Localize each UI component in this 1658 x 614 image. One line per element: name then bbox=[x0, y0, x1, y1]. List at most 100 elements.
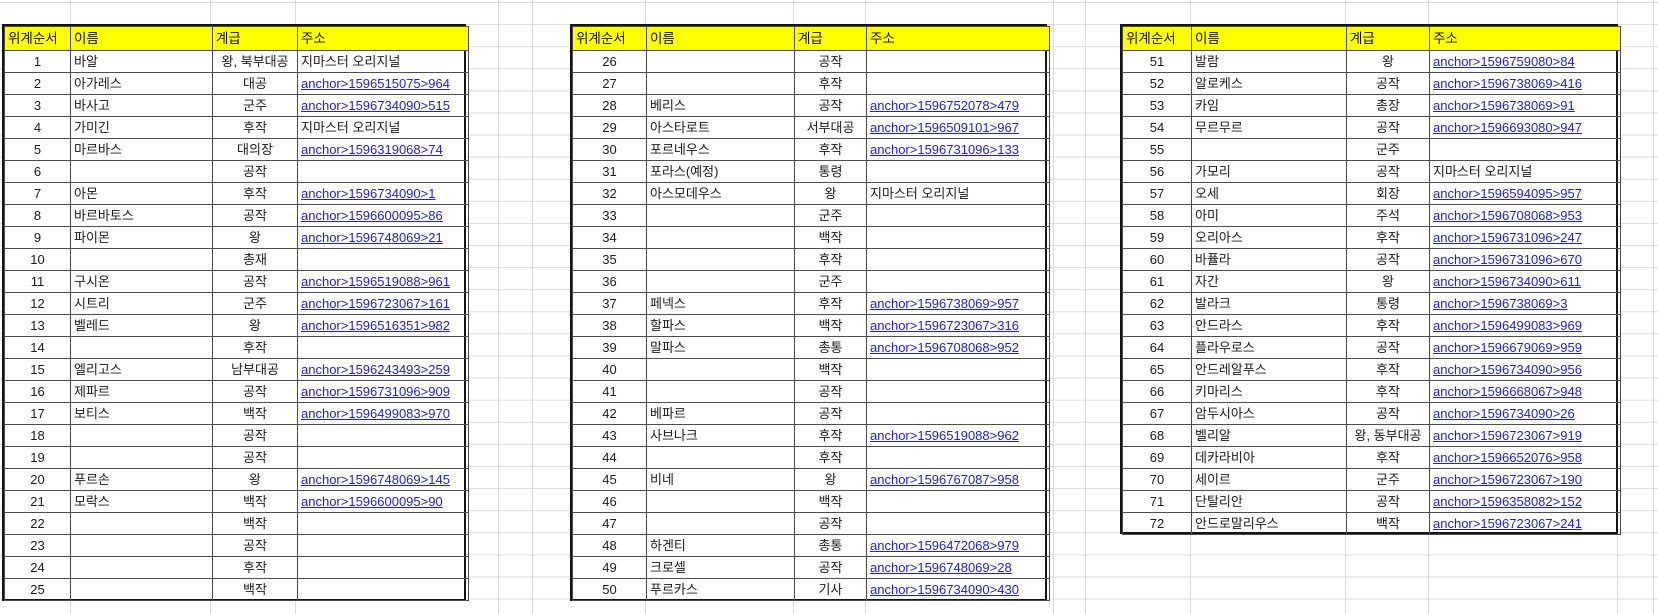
cell-order[interactable]: 43 bbox=[572, 424, 647, 447]
cell-address[interactable]: anchor>1596723067>241 bbox=[1429, 512, 1621, 535]
anchor-link[interactable]: anchor>1596243493>259 bbox=[301, 362, 450, 377]
cell-name[interactable]: 파이몬 bbox=[70, 226, 213, 249]
cell-order[interactable]: 69 bbox=[1122, 446, 1192, 469]
cell-rank[interactable]: 백작 bbox=[212, 512, 298, 535]
cell-name[interactable]: 시트리 bbox=[70, 292, 213, 315]
cell-order[interactable]: 39 bbox=[572, 336, 647, 359]
anchor-link[interactable]: anchor>1596708068>953 bbox=[1433, 208, 1582, 223]
cell-rank[interactable]: 백작 bbox=[794, 490, 867, 513]
cell-address[interactable]: anchor>1596499083>969 bbox=[1429, 314, 1621, 337]
cell-address[interactable]: anchor>1596759080>84 bbox=[1429, 50, 1621, 73]
cell-rank[interactable]: 대의장 bbox=[212, 138, 298, 161]
cell-rank[interactable]: 후작 bbox=[794, 292, 867, 315]
cell-rank[interactable]: 주석 bbox=[1346, 204, 1430, 227]
cell-rank[interactable]: 군주 bbox=[212, 94, 298, 117]
cell-name[interactable]: 포라스(예정) bbox=[646, 160, 795, 183]
cell-name[interactable]: 베파르 bbox=[646, 402, 795, 425]
cell-name[interactable]: 크로셀 bbox=[646, 556, 795, 579]
anchor-link[interactable]: anchor>1596734090>430 bbox=[870, 582, 1019, 597]
col-header-rank[interactable]: 계급 bbox=[1346, 26, 1430, 51]
anchor-link[interactable]: anchor>1596734090>956 bbox=[1433, 362, 1582, 377]
cell-name[interactable]: 데카라비아 bbox=[1191, 446, 1347, 469]
cell-name[interactable] bbox=[70, 556, 213, 579]
cell-address[interactable]: anchor>1596748069>21 bbox=[297, 226, 469, 249]
cell-name[interactable] bbox=[646, 50, 795, 73]
cell-name[interactable]: 하겐티 bbox=[646, 534, 795, 557]
cell-order[interactable]: 27 bbox=[572, 72, 647, 95]
cell-rank[interactable]: 후작 bbox=[794, 138, 867, 161]
cell-address[interactable]: anchor>1596738069>3 bbox=[1429, 292, 1621, 315]
cell-address[interactable]: anchor>1596723067>190 bbox=[1429, 468, 1621, 491]
cell-rank[interactable]: 공작 bbox=[212, 160, 298, 183]
cell-order[interactable]: 58 bbox=[1122, 204, 1192, 227]
anchor-link[interactable]: anchor>1596594095>957 bbox=[1433, 186, 1582, 201]
cell-rank[interactable]: 왕 bbox=[212, 226, 298, 249]
cell-address[interactable]: anchor>1596472068>979 bbox=[866, 534, 1050, 557]
cell-address[interactable]: anchor>1596594095>957 bbox=[1429, 182, 1621, 205]
cell-rank[interactable]: 공작 bbox=[794, 94, 867, 117]
anchor-link[interactable]: anchor>1596748069>28 bbox=[870, 560, 1012, 575]
cell-rank[interactable]: 공작 bbox=[212, 380, 298, 403]
anchor-link[interactable]: anchor>1596519088>961 bbox=[301, 274, 450, 289]
cell-name[interactable]: 안드로말리우스 bbox=[1191, 512, 1347, 535]
cell-name[interactable] bbox=[70, 336, 213, 359]
cell-rank[interactable]: 백작 bbox=[1346, 512, 1430, 535]
cell-name[interactable]: 바퓰라 bbox=[1191, 248, 1347, 271]
cell-address[interactable]: anchor>1596723067>919 bbox=[1429, 424, 1621, 447]
cell-address[interactable]: anchor>1596693080>947 bbox=[1429, 116, 1621, 139]
cell-address[interactable]: anchor>1596734090>611 bbox=[1429, 270, 1621, 293]
cell-rank[interactable]: 군주 bbox=[212, 292, 298, 315]
cell-name[interactable]: 단탈리안 bbox=[1191, 490, 1347, 513]
cell-name[interactable] bbox=[646, 358, 795, 381]
cell-order[interactable]: 63 bbox=[1122, 314, 1192, 337]
cell-address[interactable]: 지마스터 오리지널 bbox=[297, 50, 469, 73]
cell-rank[interactable]: 왕, 동부대공 bbox=[1346, 424, 1430, 447]
cell-address[interactable]: anchor>1596723067>316 bbox=[866, 314, 1050, 337]
cell-address[interactable] bbox=[297, 446, 469, 469]
cell-order[interactable]: 61 bbox=[1122, 270, 1192, 293]
cell-name[interactable]: 엘리고스 bbox=[70, 358, 213, 381]
anchor-link[interactable]: anchor>1596723067>161 bbox=[301, 296, 450, 311]
cell-order[interactable]: 10 bbox=[4, 248, 71, 271]
cell-order[interactable]: 13 bbox=[4, 314, 71, 337]
cell-address[interactable]: anchor>1596738069>416 bbox=[1429, 72, 1621, 95]
cell-rank[interactable]: 군주 bbox=[794, 204, 867, 227]
anchor-link[interactable]: anchor>1596738069>3 bbox=[1433, 296, 1568, 311]
cell-order[interactable]: 45 bbox=[572, 468, 647, 491]
cell-name[interactable]: 안드라스 bbox=[1191, 314, 1347, 337]
cell-rank[interactable]: 왕, 북부대공 bbox=[212, 50, 298, 73]
cell-order[interactable]: 46 bbox=[572, 490, 647, 513]
cell-order[interactable]: 1 bbox=[4, 50, 71, 73]
cell-rank[interactable]: 공작 bbox=[1346, 248, 1430, 271]
cell-name[interactable] bbox=[646, 446, 795, 469]
anchor-link[interactable]: anchor>1596723067>919 bbox=[1433, 428, 1582, 443]
cell-name[interactable]: 바알 bbox=[70, 50, 213, 73]
col-header-order[interactable]: 위계순서 bbox=[572, 26, 647, 51]
col-header-order[interactable]: 위계순서 bbox=[1122, 26, 1192, 51]
cell-address[interactable] bbox=[866, 204, 1050, 227]
cell-name[interactable] bbox=[646, 270, 795, 293]
cell-order[interactable]: 8 bbox=[4, 204, 71, 227]
cell-address[interactable]: anchor>1596319068>74 bbox=[297, 138, 469, 161]
cell-order[interactable]: 21 bbox=[4, 490, 71, 513]
cell-order[interactable]: 12 bbox=[4, 292, 71, 315]
cell-name[interactable]: 가모리 bbox=[1191, 160, 1347, 183]
cell-address[interactable]: anchor>1596748069>145 bbox=[297, 468, 469, 491]
cell-address[interactable]: anchor>1596516351>982 bbox=[297, 314, 469, 337]
cell-order[interactable]: 29 bbox=[572, 116, 647, 139]
cell-name[interactable] bbox=[646, 490, 795, 513]
anchor-link[interactable]: anchor>1596748069>145 bbox=[301, 472, 450, 487]
cell-rank[interactable]: 후작 bbox=[1346, 226, 1430, 249]
anchor-link[interactable]: anchor>1596767087>958 bbox=[870, 472, 1019, 487]
anchor-link[interactable]: anchor>1596723067>190 bbox=[1433, 472, 1582, 487]
col-header-address[interactable]: 주소 bbox=[866, 26, 1050, 51]
cell-name[interactable]: 플라우로스 bbox=[1191, 336, 1347, 359]
cell-address[interactable]: anchor>1596752078>479 bbox=[866, 94, 1050, 117]
cell-order[interactable]: 59 bbox=[1122, 226, 1192, 249]
cell-order[interactable]: 22 bbox=[4, 512, 71, 535]
anchor-link[interactable]: anchor>1596358082>152 bbox=[1433, 494, 1582, 509]
cell-rank[interactable]: 군주 bbox=[1346, 138, 1430, 161]
cell-address[interactable]: anchor>1596734090>1 bbox=[297, 182, 469, 205]
cell-name[interactable]: 포르네우스 bbox=[646, 138, 795, 161]
cell-rank[interactable]: 총재 bbox=[212, 248, 298, 271]
